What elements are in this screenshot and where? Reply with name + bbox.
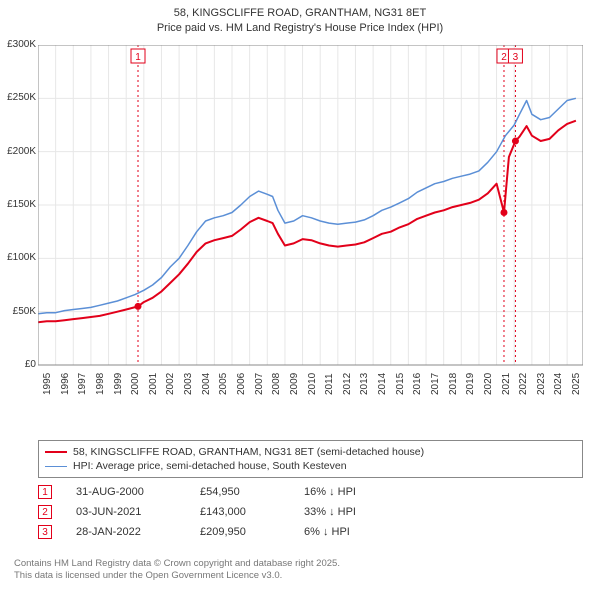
x-tick-label: 2001 bbox=[148, 373, 159, 395]
x-tick-label: 2008 bbox=[271, 373, 282, 395]
x-tick-label: 2020 bbox=[483, 373, 494, 395]
x-tick-label: 2009 bbox=[289, 373, 300, 395]
svg-text:2: 2 bbox=[501, 52, 507, 63]
x-tick-label: 1998 bbox=[95, 373, 106, 395]
x-tick-label: 2002 bbox=[165, 373, 176, 395]
transaction-marker: 2 bbox=[38, 505, 52, 519]
x-tick-label: 2007 bbox=[254, 373, 265, 395]
transaction-row: 3 28-JAN-2022 £209,950 6% ↓ HPI bbox=[38, 522, 583, 542]
x-tick-label: 2014 bbox=[377, 373, 388, 395]
transaction-date: 28-JAN-2022 bbox=[76, 526, 176, 538]
x-tick-label: 2000 bbox=[130, 373, 141, 395]
transaction-row: 2 03-JUN-2021 £143,000 33% ↓ HPI bbox=[38, 502, 583, 522]
x-tick-label: 2010 bbox=[307, 373, 318, 395]
legend-item: HPI: Average price, semi-detached house,… bbox=[45, 459, 576, 473]
x-tick-label: 1996 bbox=[60, 373, 71, 395]
x-tick-label: 2013 bbox=[359, 373, 370, 395]
chart-title: 58, KINGSCLIFFE ROAD, GRANTHAM, NG31 8ET… bbox=[0, 0, 600, 40]
transaction-row: 1 31-AUG-2000 £54,950 16% ↓ HPI bbox=[38, 482, 583, 502]
y-tick-label: £50K bbox=[0, 306, 36, 317]
y-tick-label: £300K bbox=[0, 39, 36, 50]
transaction-date: 03-JUN-2021 bbox=[76, 506, 176, 518]
legend-label: HPI: Average price, semi-detached house,… bbox=[73, 460, 347, 472]
y-tick-label: £150K bbox=[0, 199, 36, 210]
svg-text:3: 3 bbox=[513, 52, 519, 63]
x-tick-label: 2019 bbox=[465, 373, 476, 395]
x-tick-label: 2021 bbox=[501, 373, 512, 395]
x-tick-label: 2022 bbox=[518, 373, 529, 395]
x-tick-label: 2015 bbox=[395, 373, 406, 395]
y-tick-label: £250K bbox=[0, 92, 36, 103]
x-tick-label: 2003 bbox=[183, 373, 194, 395]
transaction-hpi-diff: 16% ↓ HPI bbox=[304, 486, 394, 498]
x-tick-label: 2004 bbox=[201, 373, 212, 395]
x-tick-label: 1995 bbox=[42, 373, 53, 395]
transaction-date: 31-AUG-2000 bbox=[76, 486, 176, 498]
title-line1: 58, KINGSCLIFFE ROAD, GRANTHAM, NG31 8ET bbox=[0, 6, 600, 21]
legend-swatch bbox=[45, 466, 67, 467]
legend-swatch bbox=[45, 451, 67, 453]
svg-text:1: 1 bbox=[135, 52, 141, 63]
legend: 58, KINGSCLIFFE ROAD, GRANTHAM, NG31 8ET… bbox=[38, 440, 583, 478]
x-tick-label: 1997 bbox=[77, 373, 88, 395]
transaction-price: £54,950 bbox=[200, 486, 280, 498]
x-tick-label: 2005 bbox=[218, 373, 229, 395]
y-tick-label: £200K bbox=[0, 146, 36, 157]
transaction-hpi-diff: 33% ↓ HPI bbox=[304, 506, 394, 518]
y-tick-label: £0 bbox=[0, 359, 36, 370]
legend-label: 58, KINGSCLIFFE ROAD, GRANTHAM, NG31 8ET… bbox=[73, 446, 424, 458]
legend-item: 58, KINGSCLIFFE ROAD, GRANTHAM, NG31 8ET… bbox=[45, 445, 576, 459]
footnote-line1: Contains HM Land Registry data © Crown c… bbox=[14, 558, 340, 570]
y-tick-label: £100K bbox=[0, 252, 36, 263]
x-tick-label: 2011 bbox=[324, 373, 335, 395]
x-tick-label: 2012 bbox=[342, 373, 353, 395]
title-line2: Price paid vs. HM Land Registry's House … bbox=[0, 21, 600, 36]
footnote-line2: This data is licensed under the Open Gov… bbox=[14, 570, 340, 582]
x-tick-label: 2023 bbox=[536, 373, 547, 395]
transaction-price: £209,950 bbox=[200, 526, 280, 538]
transaction-marker: 3 bbox=[38, 525, 52, 539]
transaction-hpi-diff: 6% ↓ HPI bbox=[304, 526, 394, 538]
x-tick-label: 2024 bbox=[553, 373, 564, 395]
x-tick-label: 2018 bbox=[448, 373, 459, 395]
transactions-table: 1 31-AUG-2000 £54,950 16% ↓ HPI 2 03-JUN-2021… bbox=[38, 482, 583, 542]
x-tick-label: 1999 bbox=[113, 373, 124, 395]
x-tick-label: 2006 bbox=[236, 373, 247, 395]
x-tick-label: 2025 bbox=[571, 373, 582, 395]
transaction-price: £143,000 bbox=[200, 506, 280, 518]
x-tick-label: 2016 bbox=[412, 373, 423, 395]
footnote: Contains HM Land Registry data © Crown c… bbox=[14, 558, 340, 583]
line-chart: 1 23 bbox=[38, 45, 583, 395]
transaction-marker: 1 bbox=[38, 485, 52, 499]
x-tick-label: 2017 bbox=[430, 373, 441, 395]
